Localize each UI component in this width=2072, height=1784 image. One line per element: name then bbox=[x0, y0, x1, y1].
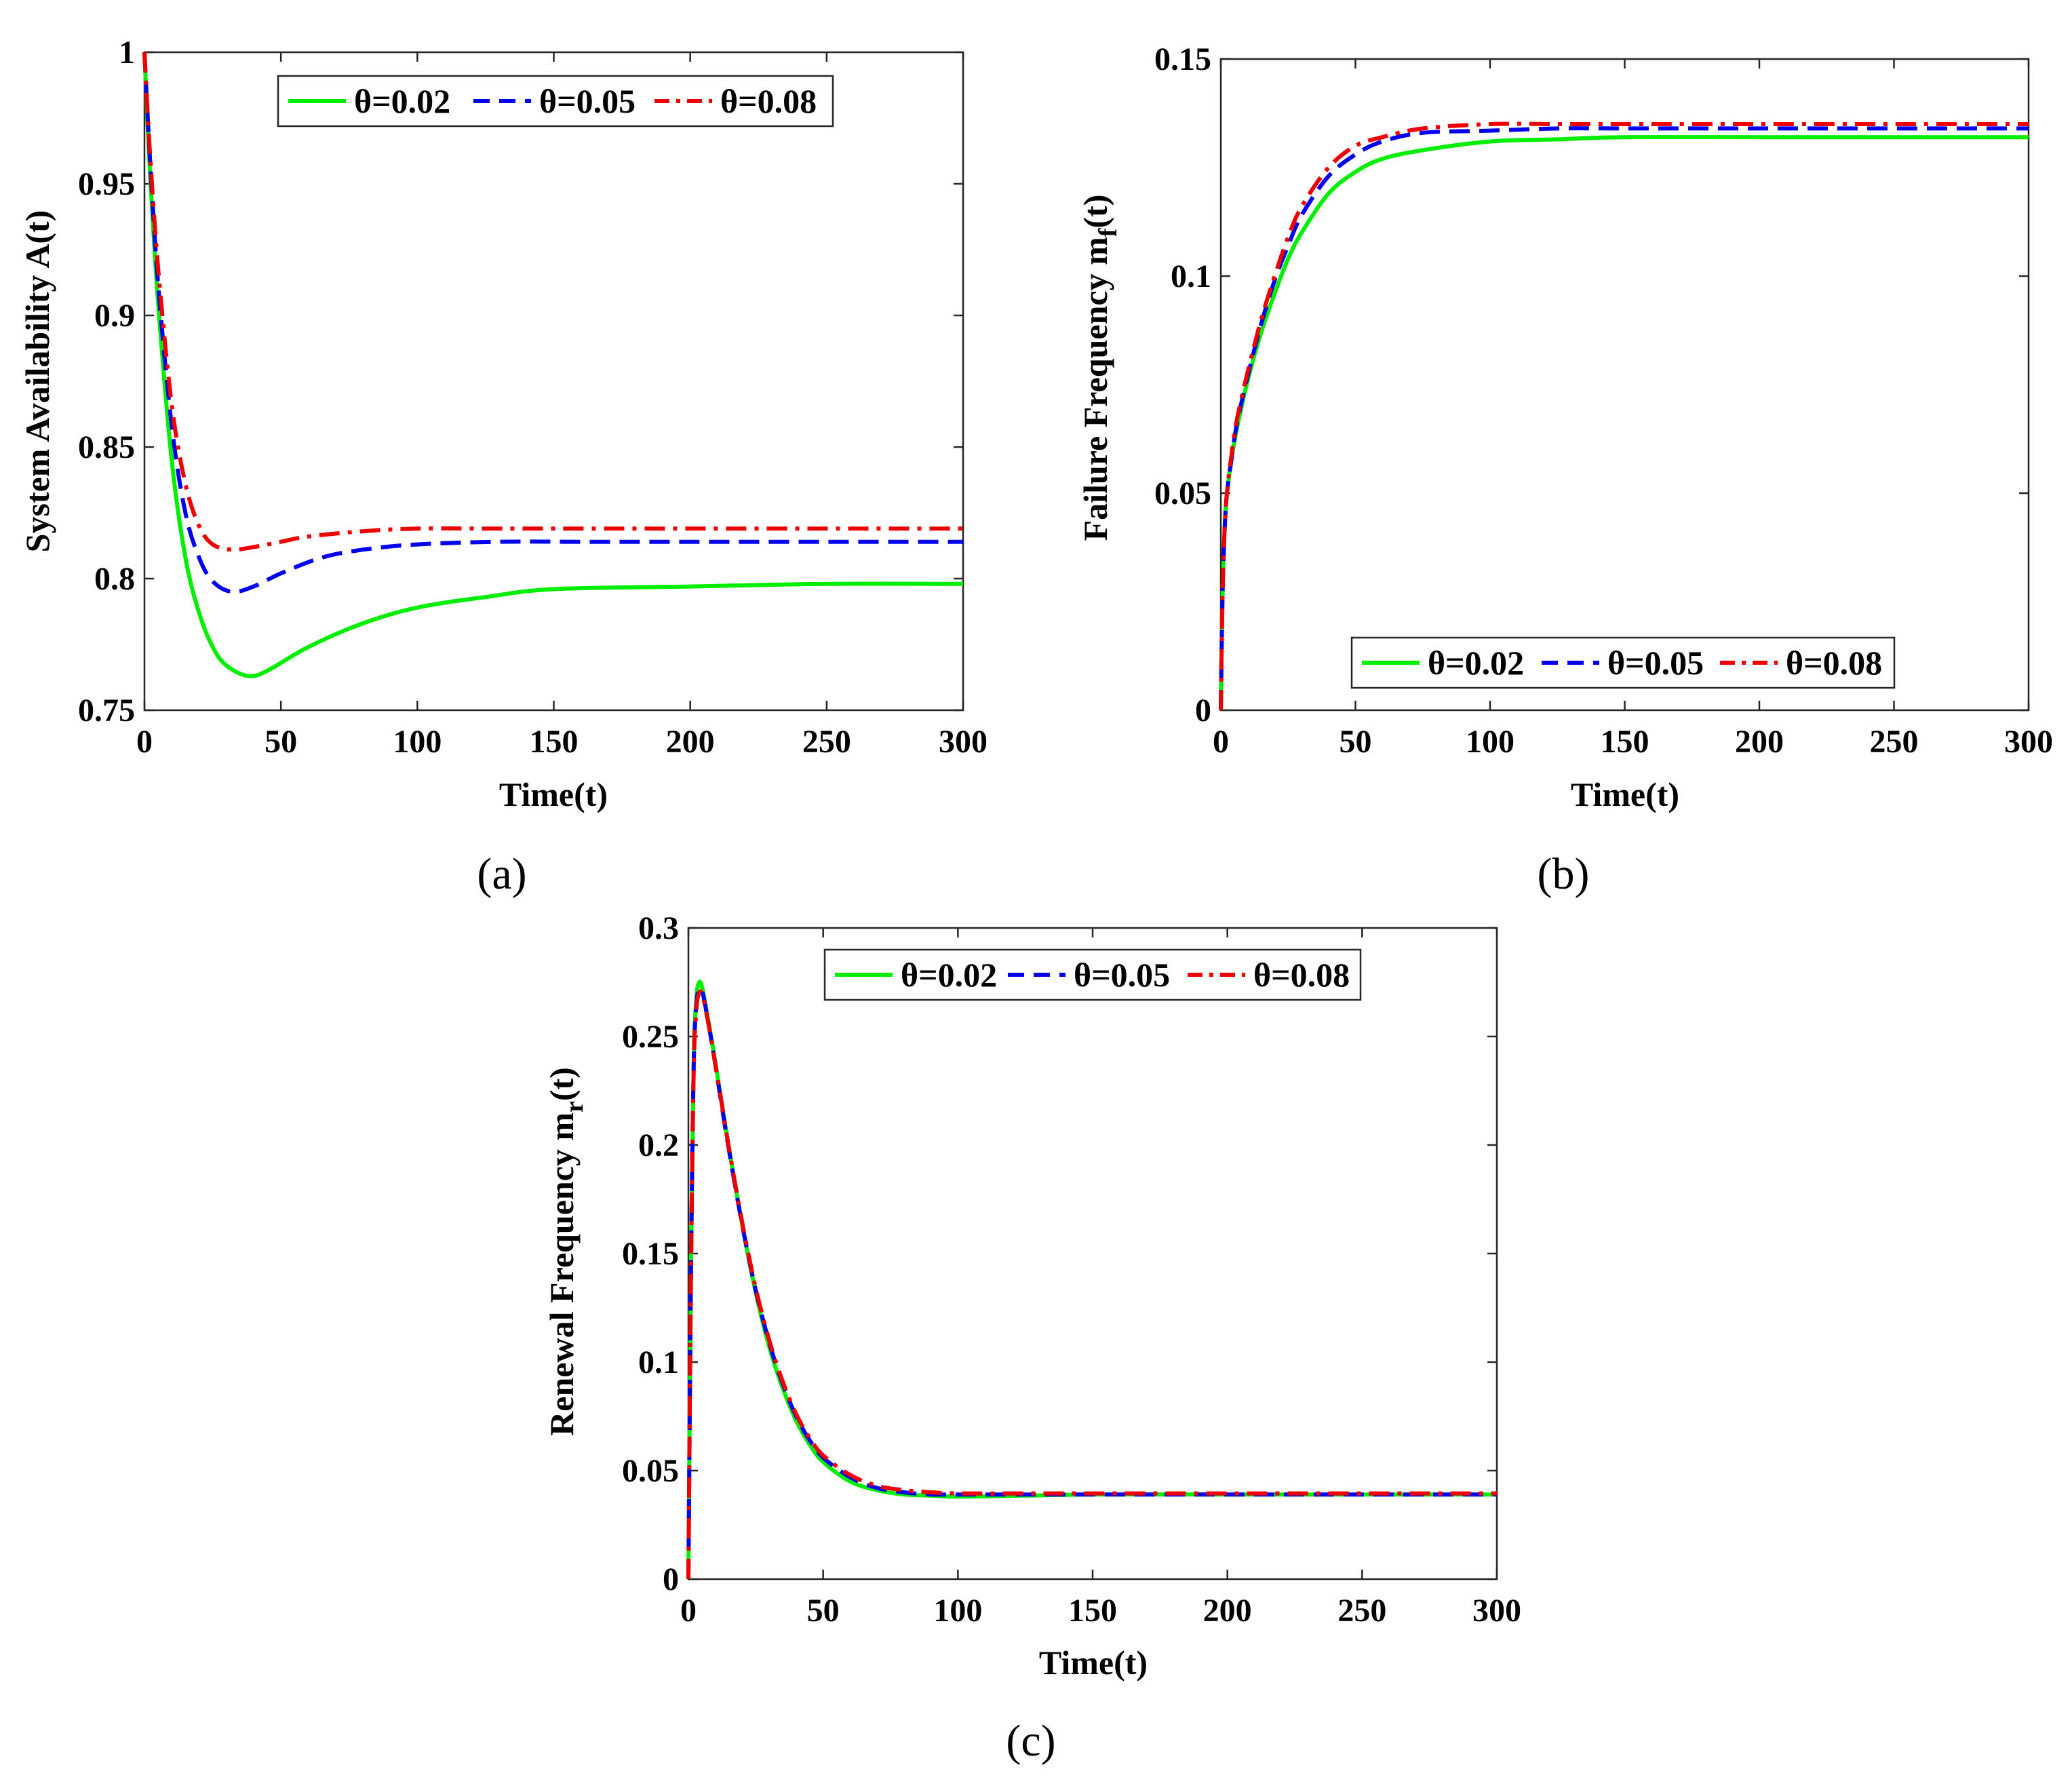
y-tick-label: 0 bbox=[1195, 693, 1211, 729]
y-tick-label: 0.15 bbox=[1154, 41, 1211, 77]
x-tick-label: 200 bbox=[666, 724, 715, 760]
legend-label: θ=0.05 bbox=[1074, 956, 1170, 994]
y-axis-label-c-main: Renewal Frequency m bbox=[543, 1112, 581, 1436]
x-tick-label: 50 bbox=[1340, 724, 1372, 760]
y-tick-label: 0.25 bbox=[622, 1019, 679, 1055]
y-ticks-b: 0 0.05 0.1 0.15 bbox=[1154, 41, 2029, 729]
legend-box bbox=[277, 75, 834, 128]
y-tick-label: 0.15 bbox=[622, 1236, 679, 1272]
series-line-theta-0.02 bbox=[142, 52, 964, 678]
x-tick-label: 200 bbox=[1203, 1593, 1252, 1629]
series-lines-b bbox=[1219, 121, 2029, 711]
x-tick-label: 150 bbox=[1068, 1593, 1117, 1629]
x-tick-label: 0 bbox=[136, 724, 153, 760]
y-tick-label: 0.9 bbox=[94, 298, 135, 334]
y-tick-label: 0.05 bbox=[1154, 476, 1211, 511]
x-tick-label: 100 bbox=[393, 724, 442, 760]
legend-box bbox=[823, 948, 1362, 1001]
panel-a: 0.75 0.8 0.85 0.9 0.95 1 0 50 100 150 200 250 300 T… bbox=[18, 35, 988, 899]
y-tick-label: 0.85 bbox=[78, 429, 135, 465]
x-tick-label: 50 bbox=[807, 1593, 840, 1629]
y-tick-label: 0.1 bbox=[1171, 258, 1211, 294]
y-axis-label-c-tail: (t) bbox=[543, 1067, 581, 1101]
legend-label: θ=0.08 bbox=[1253, 956, 1350, 994]
y-tick-label: 0 bbox=[663, 1562, 679, 1597]
caption-c: (c) bbox=[1006, 1716, 1055, 1766]
x-tick-label: 250 bbox=[1337, 1593, 1386, 1629]
y-tick-label: 0.2 bbox=[638, 1127, 679, 1163]
x-tick-label: 0 bbox=[1213, 724, 1229, 760]
legend-a: θ=0.02 θ=0.05 θ=0.08 bbox=[277, 75, 834, 128]
legend-label: θ=0.08 bbox=[1786, 644, 1882, 682]
x-tick-label: 200 bbox=[1735, 724, 1784, 760]
caption-a: (a) bbox=[477, 849, 526, 899]
y-tick-label: 0.05 bbox=[622, 1453, 679, 1489]
y-axis-label-c: Renewal Frequency mr(t) bbox=[543, 1067, 589, 1436]
x-tick-label: 50 bbox=[265, 724, 297, 760]
legend-box bbox=[1350, 636, 1896, 689]
y-tick-label: 0.1 bbox=[638, 1344, 679, 1380]
panel-c: 0 0.05 0.1 0.15 0.2 0.25 0.3 0 50 100 150 200 250 30… bbox=[543, 910, 1521, 1766]
series-line-theta-0.08 bbox=[1219, 121, 2029, 711]
x-ticks-b: 0 50 100 150 200 250 300 bbox=[1213, 59, 2053, 760]
legend-label: θ=0.02 bbox=[1428, 644, 1524, 682]
y-axis-label-b-main: Failure Frequency m bbox=[1076, 237, 1114, 541]
legend-label: θ=0.08 bbox=[720, 82, 817, 120]
series-line-theta-0.08 bbox=[142, 52, 963, 552]
y-axis-label-c-sub: r bbox=[560, 1101, 589, 1112]
series-lines-c bbox=[686, 980, 1497, 1580]
legend-c: θ=0.02 θ=0.05 θ=0.08 bbox=[823, 948, 1362, 1001]
y-tick-label: 0.95 bbox=[78, 166, 135, 202]
x-ticks-c: 0 50 100 150 200 250 300 bbox=[680, 928, 1521, 1629]
y-tick-label: 0.3 bbox=[638, 910, 679, 946]
x-axis-label-b: Time(t) bbox=[1571, 775, 1679, 813]
caption-b: (b) bbox=[1538, 849, 1590, 899]
y-axis-label-a: System Availability A(t) bbox=[18, 210, 56, 553]
panel-b: 00.050.10.15 0 50 100 150 200 250 300 Time(t) … bbox=[1076, 41, 2053, 899]
x-tick-label: 100 bbox=[933, 1593, 982, 1629]
y-axis-label-b-tail: (t) bbox=[1076, 195, 1114, 229]
x-tick-label: 150 bbox=[530, 724, 579, 760]
legend-label: θ=0.02 bbox=[354, 82, 450, 120]
x-tick-label: 100 bbox=[1466, 724, 1514, 760]
legend-label: θ=0.05 bbox=[1607, 644, 1704, 682]
x-tick-label: 150 bbox=[1601, 724, 1649, 760]
x-tick-label: 250 bbox=[802, 724, 851, 760]
x-tick-label: 300 bbox=[1472, 1593, 1521, 1629]
x-tick-label: 250 bbox=[1870, 724, 1919, 760]
legend-b: θ=0.02 θ=0.05 θ=0.08 bbox=[1350, 636, 1896, 689]
series-line-theta-0.08 bbox=[686, 989, 1497, 1580]
y-axis-label-b-sub: f bbox=[1094, 227, 1122, 237]
y-tick-label: 0.75 bbox=[78, 693, 135, 729]
x-tick-label: 0 bbox=[680, 1593, 697, 1629]
series-lines-a bbox=[142, 52, 964, 678]
plot-area-c bbox=[687, 927, 1498, 1581]
series-line-theta-0.05 bbox=[142, 52, 963, 594]
x-axis-label-c: Time(t) bbox=[1039, 1644, 1148, 1682]
x-axis-label-a: Time(t) bbox=[499, 775, 608, 813]
y-tick-label: 0.8 bbox=[94, 561, 135, 597]
y-axis-label-b: Failure Frequency mf(t) bbox=[1076, 195, 1122, 541]
plot-area-a bbox=[143, 51, 964, 712]
legend-label: θ=0.05 bbox=[539, 82, 636, 120]
legend-label: θ=0.02 bbox=[901, 956, 997, 994]
x-tick-label: 300 bbox=[2004, 724, 2053, 760]
plot-area-b bbox=[1219, 58, 2030, 712]
y-ticks-a: 0.75 0.8 0.85 0.9 0.95 1 bbox=[78, 35, 963, 729]
y-tick-label: 1 bbox=[119, 35, 135, 71]
x-ticks-a: 0 50 100 150 200 250 300 bbox=[136, 52, 988, 760]
x-tick-label: 300 bbox=[939, 724, 988, 760]
